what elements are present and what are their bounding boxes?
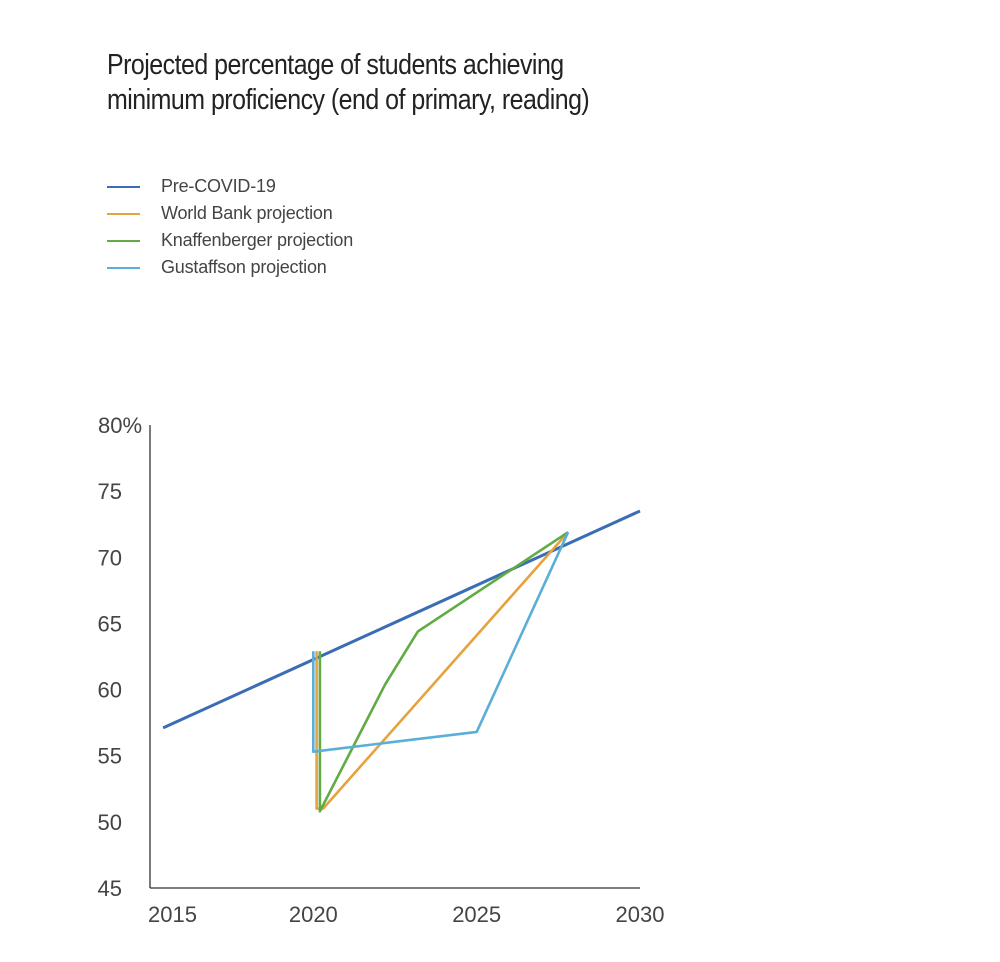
x-tick-label: 2025 bbox=[452, 902, 501, 927]
chart-title: Projected percentage of students achievi… bbox=[107, 48, 657, 118]
legend-label: Knaffenberger projection bbox=[161, 230, 354, 250]
y-tick-label: 65 bbox=[98, 611, 122, 636]
series-line-gustaffson-projection bbox=[311, 531, 570, 754]
axes bbox=[149, 425, 640, 889]
chart-title-line-2: minimum proficiency (end of primary, rea… bbox=[107, 84, 590, 116]
tick-labels: 45 50 55 60 65 70 75 80% 2015 2020 2025 2030 bbox=[98, 413, 665, 927]
y-tick-label: 55 bbox=[98, 744, 122, 769]
y-tick-label: 80% bbox=[98, 413, 142, 438]
legend-swatch bbox=[107, 186, 140, 188]
x-tick-label: 2015 bbox=[148, 902, 197, 927]
y-tick-label: 45 bbox=[98, 876, 122, 901]
y-tick-label: 60 bbox=[98, 678, 122, 703]
y-tick-label: 70 bbox=[98, 545, 122, 570]
legend-label: Gustaffson projection bbox=[161, 257, 327, 277]
chart-title-line-1: Projected percentage of students achievi… bbox=[107, 49, 564, 81]
legend-label: World Bank projection bbox=[161, 203, 333, 223]
series-line-knaffenberger-projection bbox=[318, 531, 569, 813]
x-tick-label: 2020 bbox=[289, 902, 338, 927]
legend-swatch bbox=[107, 267, 140, 269]
series-line-pre-covid-19 bbox=[162, 509, 641, 730]
series-line-world-bank-projection bbox=[315, 531, 570, 810]
series-lines bbox=[162, 509, 641, 813]
legend-label: Pre-COVID-19 bbox=[161, 176, 276, 196]
y-tick-label: 75 bbox=[98, 479, 122, 504]
legend-swatch bbox=[107, 240, 140, 242]
y-tick-label: 50 bbox=[98, 810, 122, 835]
x-tick-label: 2030 bbox=[616, 902, 665, 927]
legend-swatch bbox=[107, 213, 140, 215]
